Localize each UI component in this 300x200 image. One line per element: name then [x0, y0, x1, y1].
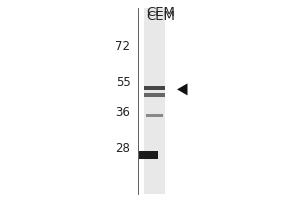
Text: 55: 55 [116, 76, 130, 90]
Text: 28: 28 [116, 142, 130, 156]
Text: CEM: CEM [146, 6, 175, 19]
Polygon shape [177, 83, 188, 95]
Bar [139, 151, 158, 159]
Bar [144, 8, 165, 194]
Text: CEM: CEM [146, 10, 175, 23]
Bar [146, 114, 163, 117]
Bar [144, 86, 165, 90]
Text: 36: 36 [116, 106, 130, 119]
Text: 72: 72 [116, 40, 130, 53]
Bar [144, 93, 165, 97]
